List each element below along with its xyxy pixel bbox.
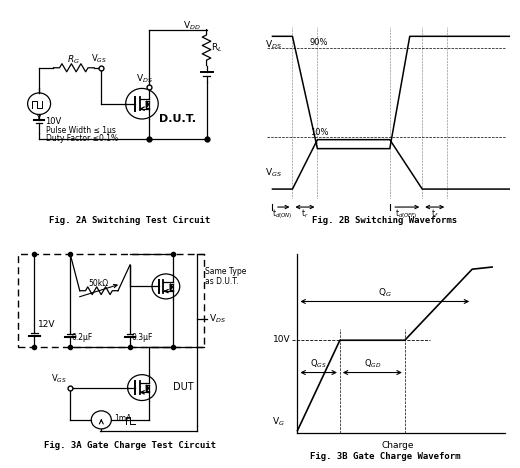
Text: Fig. 2A Switching Test Circuit: Fig. 2A Switching Test Circuit [49,216,211,225]
Text: t$_r$: t$_r$ [301,207,309,220]
Text: 0.2μF: 0.2μF [72,333,93,342]
Text: 90%: 90% [310,38,329,47]
Text: V$_{GS}$: V$_{GS}$ [91,52,107,65]
Text: Q$_G$: Q$_G$ [378,286,392,299]
Text: V$_{GS}$: V$_{GS}$ [265,167,282,179]
Text: DUT: DUT [173,382,193,392]
Text: V$_{GS}$: V$_{GS}$ [51,372,67,385]
Text: D.U.T.: D.U.T. [159,114,197,124]
Text: Fig. 3B Gate Charge Waveform: Fig. 3B Gate Charge Waveform [309,452,460,461]
Text: R$_L$: R$_L$ [211,41,223,54]
Text: V$_{DS}$: V$_{DS}$ [209,313,226,325]
Text: 10%: 10% [310,128,329,137]
Text: 10V: 10V [46,117,62,126]
Text: Pulse Width ≤ 1μs: Pulse Width ≤ 1μs [46,126,116,135]
Text: V$_{DS}$: V$_{DS}$ [265,38,282,51]
Text: R$_G$: R$_G$ [67,54,80,66]
Text: Fig. 3A Gate Charge Test Circuit: Fig. 3A Gate Charge Test Circuit [44,441,216,450]
Text: Q$_{GD}$: Q$_{GD}$ [363,358,381,370]
Text: V$_G$: V$_G$ [272,416,285,428]
Polygon shape [170,284,173,290]
Text: 0.3μF: 0.3μF [132,333,153,342]
Text: 10V: 10V [272,335,290,344]
Polygon shape [146,101,149,108]
Text: t$_f$: t$_f$ [431,207,438,220]
Text: Duty Factor ≤0.1%: Duty Factor ≤0.1% [46,134,119,143]
Polygon shape [146,385,149,391]
Text: 50kΩ: 50kΩ [89,279,109,288]
Bar [18,254,204,347]
Text: Fig. 2B Switching Waveforms: Fig. 2B Switching Waveforms [312,216,458,225]
Text: 12V: 12V [38,320,56,329]
Text: t$_{d(ON)}$: t$_{d(ON)}$ [272,207,293,221]
Text: Q$_{GS}$: Q$_{GS}$ [310,358,327,370]
Text: V$_{DD}$: V$_{DD}$ [184,20,201,32]
Text: 1mA: 1mA [114,414,131,423]
Text: Same Type
as D.U.T.: Same Type as D.U.T. [205,267,246,286]
Text: V$_{DS}$: V$_{DS}$ [136,73,152,85]
Text: Charge: Charge [381,441,413,450]
Text: t$_{d(OFF)}$: t$_{d(OFF)}$ [395,207,417,221]
